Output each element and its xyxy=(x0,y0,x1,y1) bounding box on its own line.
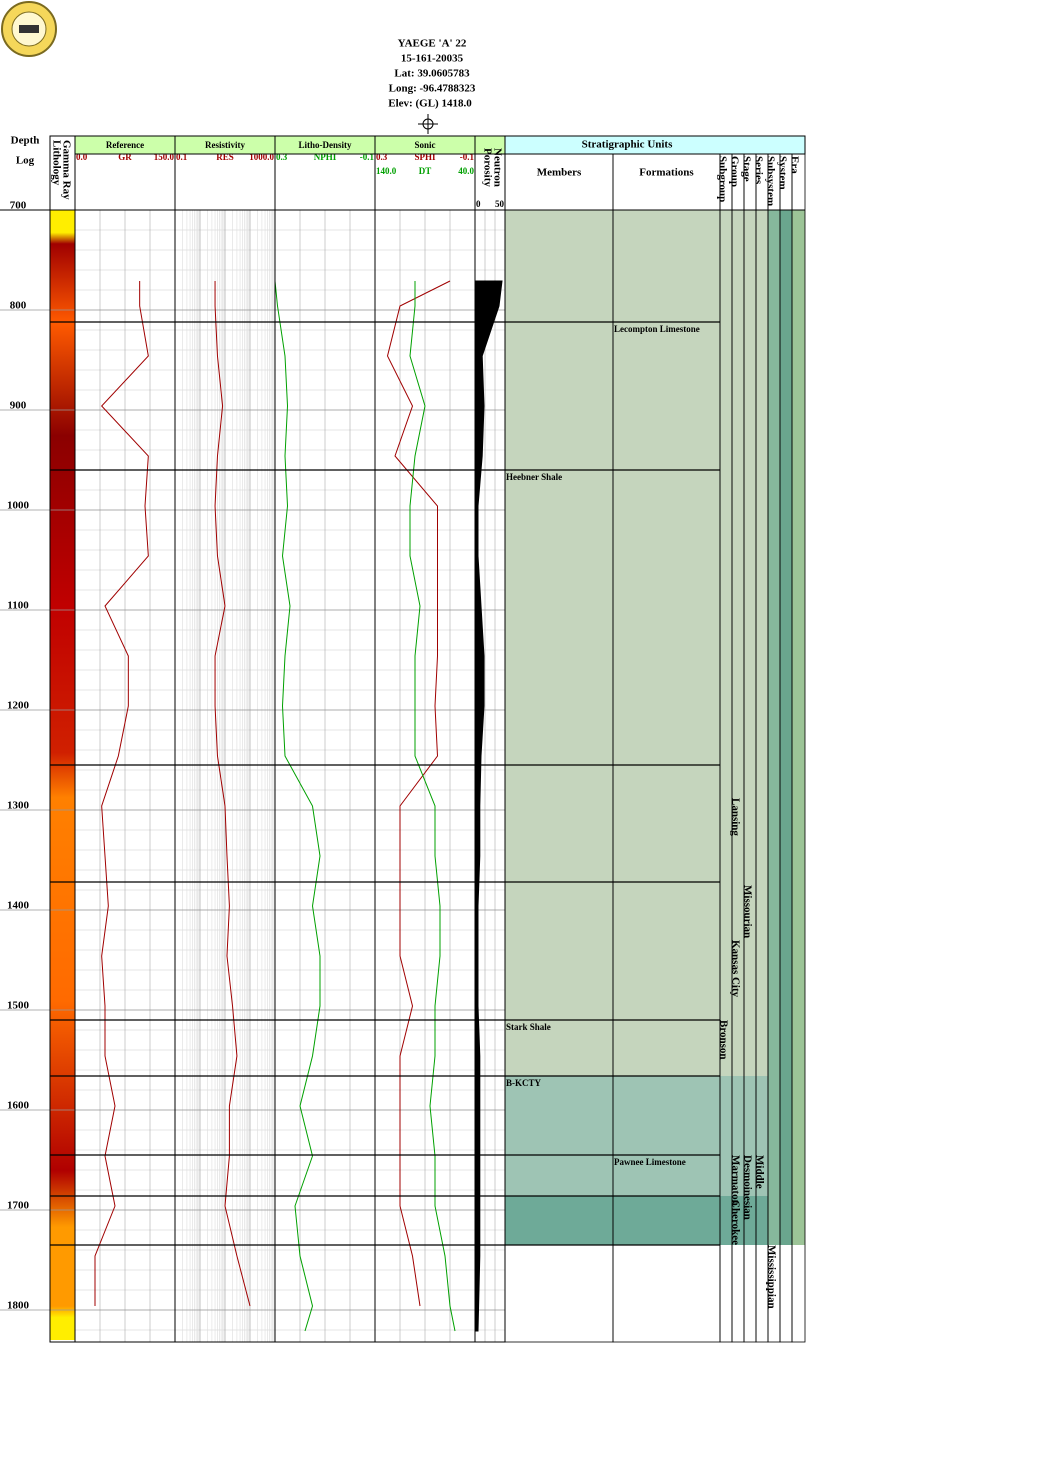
scale-max: 150.0 xyxy=(154,152,175,162)
track-title: Porosity xyxy=(481,148,493,187)
column-title: Subgroup xyxy=(716,156,728,202)
elev: Elev: (GL) 1418.0 xyxy=(388,98,472,110)
gamma-title: Gamma Ray xyxy=(60,140,72,200)
scale-max: -0.1 xyxy=(460,152,475,162)
lithology-title: Lithology xyxy=(50,140,62,186)
column-title: Stage xyxy=(740,156,752,182)
depth-label: 1400 xyxy=(7,900,30,912)
unit-label: Bronson xyxy=(717,1020,729,1060)
strat-title: Stratigraphic Units xyxy=(582,139,673,151)
track-title: Litho-Density xyxy=(298,140,352,150)
unit-label: Mississippian xyxy=(765,1245,777,1309)
scale-min: 0.3 xyxy=(276,152,288,162)
column-title: Series xyxy=(752,156,764,185)
curve-name: GR xyxy=(118,152,132,162)
scale-max: 1000.0 xyxy=(249,152,274,162)
scale-max: -0.1 xyxy=(360,152,375,162)
curve xyxy=(274,280,321,1332)
top-label: B-KCTY xyxy=(506,1078,542,1088)
depth-label: 1300 xyxy=(7,800,30,812)
scale-min: 0.3 xyxy=(376,152,388,162)
curve xyxy=(94,281,149,1306)
zone xyxy=(505,1076,805,1196)
api: 15-161-20035 xyxy=(401,53,464,65)
scale-min: 0 xyxy=(476,199,481,209)
depth-label: 1100 xyxy=(7,600,29,612)
scale-min: 0.1 xyxy=(176,152,188,162)
unit-label: Middle xyxy=(753,1155,765,1189)
track-title: Reference xyxy=(106,140,144,150)
frame xyxy=(49,135,76,1343)
depth-label: 1200 xyxy=(7,700,30,712)
curve-name: NPHI xyxy=(314,152,337,162)
era-band xyxy=(780,210,792,1245)
depth-label: 800 xyxy=(10,300,27,312)
column-title: Era xyxy=(788,156,800,174)
curve-name: DT xyxy=(419,166,432,176)
depth-label: 1700 xyxy=(7,1200,30,1212)
top-label: Heebner Shale xyxy=(506,472,562,482)
curve-name: RES xyxy=(216,152,234,162)
lat: Lat: 39.0605783 xyxy=(394,68,470,80)
unit-label: Kansas City xyxy=(729,940,741,998)
scale-max: 50 xyxy=(495,199,505,209)
zone xyxy=(505,1196,805,1245)
top-label: Lecompton Limestone xyxy=(614,324,700,334)
scale-min: 140.0 xyxy=(376,166,397,176)
curve xyxy=(214,281,251,1307)
porosity-fill xyxy=(474,280,503,1332)
depth-label: 1600 xyxy=(7,1100,30,1112)
column-title: Group xyxy=(728,156,740,187)
scale-max: 40.0 xyxy=(458,166,474,176)
unit-label: Desmoinesian xyxy=(741,1155,753,1220)
lithology-column xyxy=(50,210,75,1340)
depth-label: 1800 xyxy=(7,1300,30,1312)
depth-label: 900 xyxy=(10,400,27,412)
top-label: Stark Shale xyxy=(506,1022,551,1032)
well-symbol xyxy=(418,114,438,134)
long: Long: -96.4788323 xyxy=(389,83,476,95)
curve xyxy=(409,281,456,1332)
track-title: Resistivity xyxy=(205,140,245,150)
column-title: Subsystem xyxy=(764,156,776,206)
log-title: Log xyxy=(16,155,35,167)
depth-title: Depth xyxy=(11,135,40,147)
well-name: YAEGE 'A' 22 xyxy=(398,38,467,50)
curve xyxy=(386,280,451,1307)
depth-label: 1500 xyxy=(7,1000,30,1012)
depth-label: 1000 xyxy=(7,500,30,512)
scale-min: 0.0 xyxy=(76,152,88,162)
unit-label: Missourian xyxy=(741,885,753,938)
top-label: Pawnee Limestone xyxy=(614,1157,686,1167)
logo xyxy=(1,1,57,57)
column-title: Members xyxy=(537,167,582,179)
era-band xyxy=(792,210,805,1245)
unit-label: Lansing xyxy=(729,798,741,836)
strat-column xyxy=(791,153,806,1343)
zone xyxy=(505,210,805,1076)
column-title: System xyxy=(776,156,788,190)
depth-label: 700 xyxy=(10,200,27,212)
curve-name: SPHI xyxy=(414,152,436,162)
unit-label: Marmaton xyxy=(729,1155,741,1206)
track-subtitle: Neutron xyxy=(491,148,503,187)
unit-label: Cherokee xyxy=(729,1200,741,1245)
track-title: Sonic xyxy=(414,140,435,150)
column-title: Formations xyxy=(639,167,694,179)
